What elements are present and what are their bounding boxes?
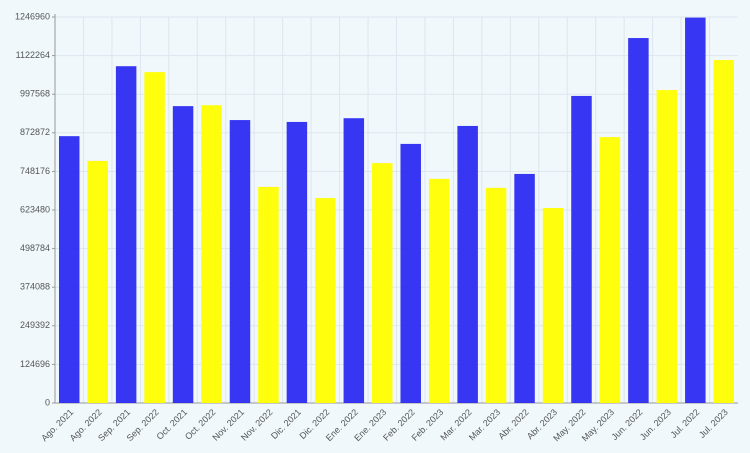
bar (229, 120, 251, 403)
bar (201, 105, 222, 403)
bar (628, 38, 649, 404)
y-tick-label: 124696 (20, 359, 50, 369)
y-tick-label: 1122264 (16, 50, 50, 60)
bar (286, 121, 308, 403)
bar (343, 118, 365, 403)
bar (571, 95, 592, 404)
bar (372, 163, 393, 403)
bar (172, 106, 194, 404)
y-tick-label: 623480 (20, 204, 50, 214)
y-tick-label: 1246960 (15, 11, 50, 21)
y-tick-label: 498784 (20, 243, 50, 253)
bar (656, 90, 678, 403)
y-tick-label: 997568 (20, 89, 50, 99)
bar (258, 186, 279, 403)
bar (457, 125, 478, 403)
bar (115, 66, 137, 404)
bar (428, 178, 450, 403)
y-tick-label: 748176 (20, 166, 50, 176)
y-tick-label: 872872 (20, 127, 50, 137)
bar (599, 137, 621, 403)
y-tick-label: 0 (45, 397, 50, 407)
bar (485, 187, 507, 403)
bar (144, 72, 165, 404)
bar (542, 207, 564, 403)
bar (58, 136, 80, 403)
bar (315, 198, 336, 403)
y-tick-label: 249392 (20, 320, 50, 330)
y-tick-label: 374088 (20, 282, 50, 292)
bar (400, 143, 421, 403)
bar (713, 60, 735, 403)
bar (685, 17, 706, 404)
bar (514, 173, 535, 403)
bar (87, 160, 108, 403)
